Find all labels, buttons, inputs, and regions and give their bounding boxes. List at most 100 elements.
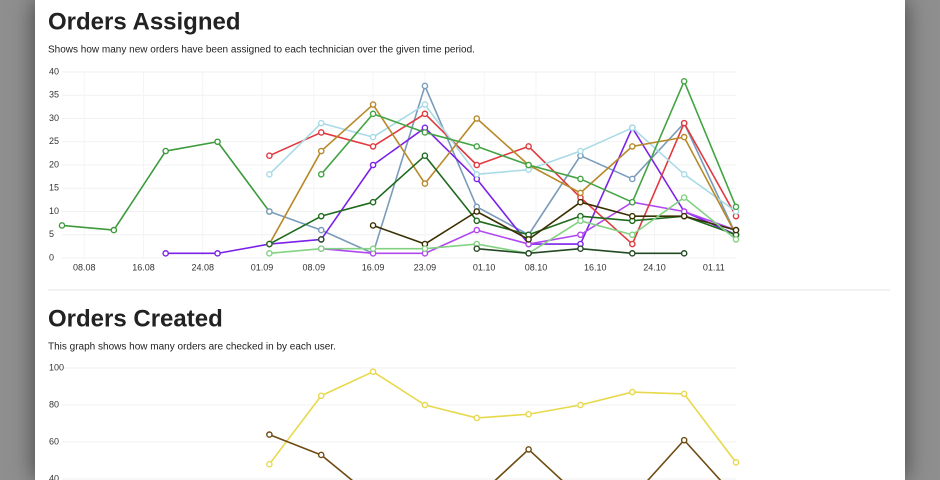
data-point [317, 129, 325, 136]
data-point [629, 143, 636, 150]
data-point [577, 147, 584, 155]
y-tick-label: 60 [49, 436, 59, 446]
x-tick-label: 08.08 [73, 262, 96, 272]
series-line [269, 433, 722, 480]
series-line [268, 370, 737, 465]
data-point [369, 110, 377, 118]
x-tick-label: 08.09 [303, 262, 326, 272]
series-line [268, 103, 737, 213]
data-point [369, 222, 377, 229]
data-point [162, 250, 169, 257]
plot-area [62, 367, 740, 480]
data-point [266, 208, 273, 215]
series-line [269, 154, 737, 245]
data-point [421, 82, 429, 90]
chart-title: Orders Created [48, 305, 223, 332]
data-point [317, 226, 325, 234]
data-point [317, 451, 325, 459]
y-tick-label: 40 [49, 473, 59, 480]
data-point [473, 115, 481, 122]
y-tick-label: 25 [49, 136, 59, 146]
data-point [629, 175, 636, 183]
data-point [317, 119, 325, 127]
series-line [61, 140, 271, 231]
data-point [421, 101, 429, 108]
data-point [317, 236, 325, 243]
data-point [266, 152, 273, 159]
x-tick-label: 16.10 [584, 262, 607, 272]
data-point [680, 390, 688, 398]
data-point [629, 124, 636, 132]
data-point [369, 143, 377, 150]
data-point [525, 446, 532, 453]
data-point [317, 212, 325, 220]
data-point [732, 226, 740, 234]
x-tick-label: 01.09 [251, 262, 274, 272]
data-point [266, 460, 273, 468]
data-point [317, 245, 325, 252]
data-point [680, 170, 688, 178]
data-point [473, 161, 481, 169]
data-point [473, 143, 481, 150]
card [35, 0, 905, 480]
data-point [577, 245, 584, 252]
data-point [473, 208, 481, 215]
data-point [162, 147, 169, 155]
data-point [525, 410, 532, 418]
y-tick-label: 100 [49, 362, 64, 372]
x-tick-label: 16.09 [362, 262, 385, 272]
data-point [577, 175, 584, 183]
data-point [680, 436, 688, 444]
data-point [421, 152, 429, 159]
x-tick-label: 23.09 [414, 262, 437, 272]
y-tick-label: 35 [49, 90, 59, 100]
data-point [421, 129, 429, 136]
data-point [525, 236, 532, 243]
data-point [629, 388, 636, 396]
x-tick-label: 24.10 [643, 262, 666, 272]
data-point [732, 203, 740, 211]
data-point [369, 101, 377, 108]
y-tick-label: 80 [49, 399, 59, 409]
y-tick-label: 0 [49, 252, 54, 262]
data-point [369, 368, 377, 376]
data-point [473, 414, 481, 422]
data-point [680, 119, 688, 127]
data-point [577, 189, 584, 197]
data-point [214, 250, 221, 257]
data-point [473, 245, 481, 252]
series-line [269, 196, 737, 255]
x-tick-label: 01.11 [703, 262, 725, 272]
data-point [266, 240, 273, 248]
plot-area [58, 71, 740, 259]
data-point [525, 143, 532, 150]
data-point [421, 180, 429, 187]
y-tick-label: 30 [49, 113, 59, 123]
data-point [629, 250, 636, 257]
series-line [372, 201, 737, 245]
y-tick-label: 20 [49, 159, 59, 169]
series-line [165, 127, 737, 255]
data-point [473, 217, 481, 225]
y-tick-label: 5 [49, 229, 54, 239]
data-point [629, 231, 636, 239]
data-point [680, 133, 688, 141]
data-point [680, 250, 688, 257]
data-point [369, 198, 377, 206]
data-point [577, 198, 584, 206]
data-point [266, 250, 273, 257]
x-tick-label: 24.08 [191, 262, 214, 272]
data-point [421, 245, 429, 252]
x-tick-label: 08.10 [525, 262, 548, 272]
data-point [473, 170, 481, 178]
data-point [421, 401, 429, 409]
data-point [577, 231, 584, 239]
x-tick-label: 01.10 [473, 262, 496, 272]
data-point [266, 431, 273, 438]
chart-subtitle: Shows how many new orders have been assi… [48, 45, 475, 56]
y-tick-label: 15 [49, 183, 59, 193]
data-point [577, 217, 584, 225]
data-point [317, 147, 325, 155]
series-line [269, 113, 737, 245]
